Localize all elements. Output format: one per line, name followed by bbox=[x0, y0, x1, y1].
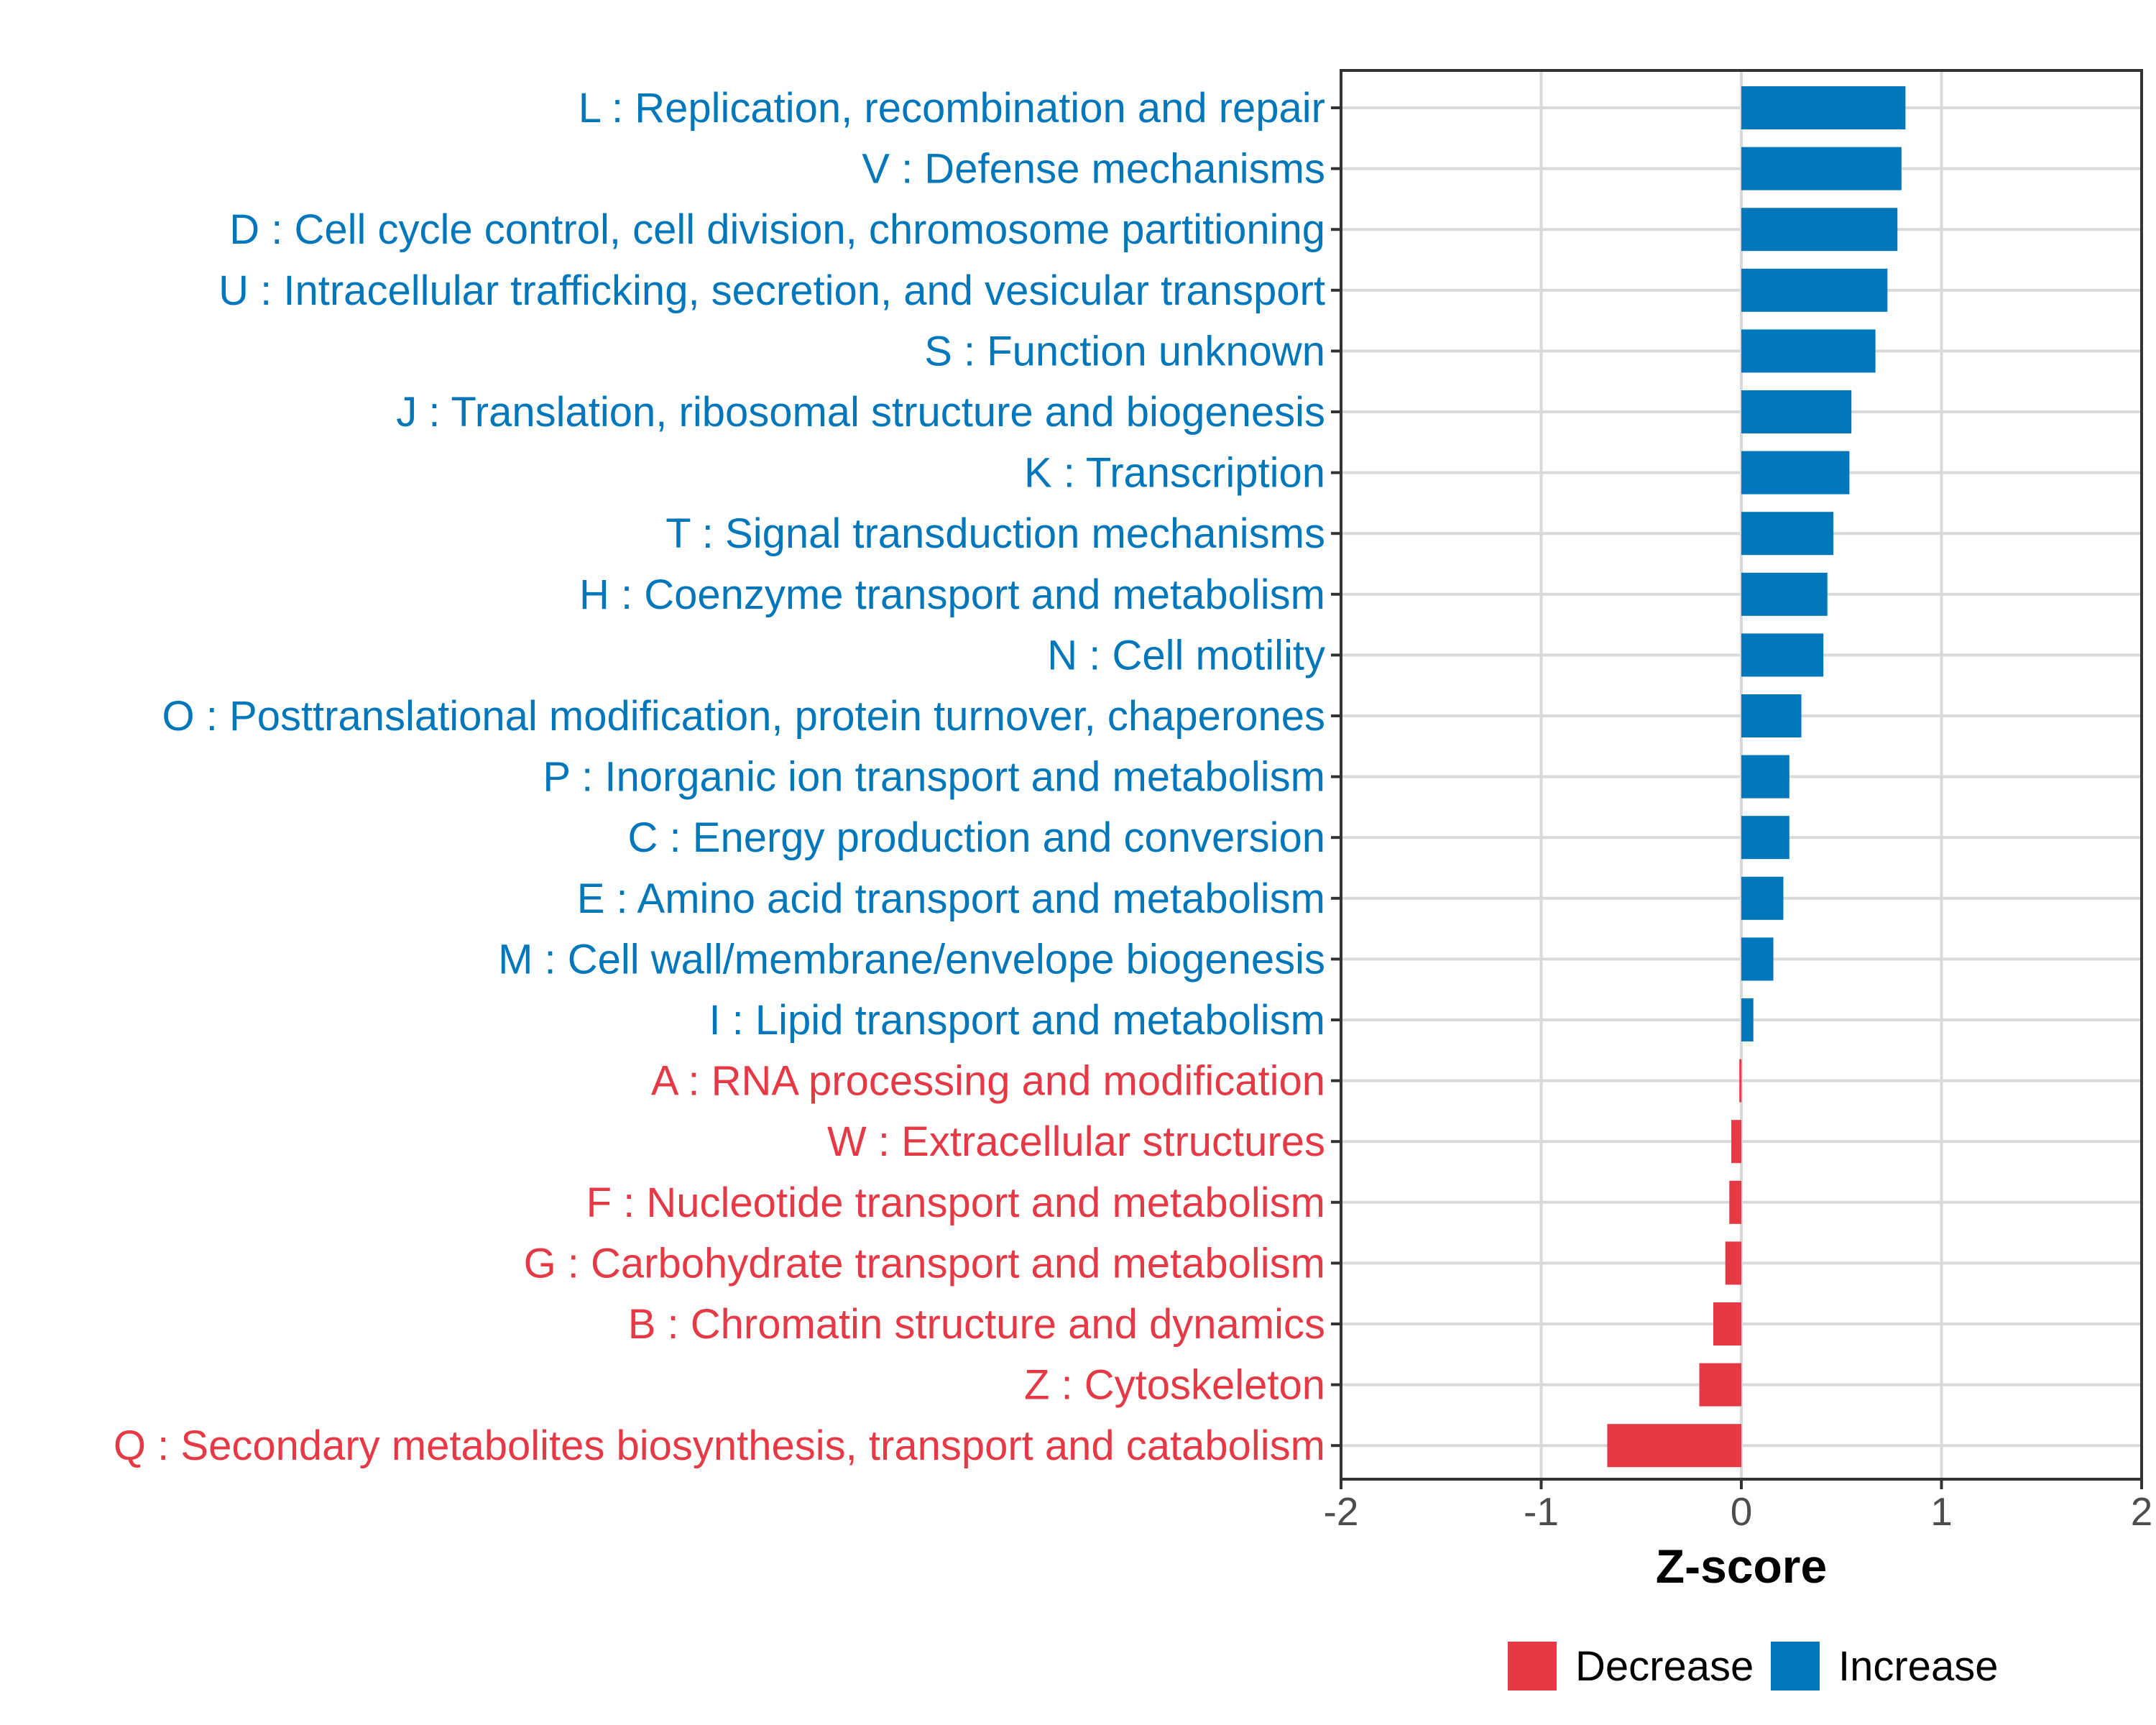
category-labels: L : Replication, recombination and repai… bbox=[114, 85, 1325, 1469]
x-axis-title: Z-score bbox=[1656, 1540, 1827, 1593]
category-label: Q : Secondary metabolites biosynthesis, … bbox=[114, 1422, 1325, 1469]
bar bbox=[1741, 876, 1784, 920]
category-label: D : Cell cycle control, cell division, c… bbox=[229, 206, 1325, 253]
bar bbox=[1741, 268, 1888, 312]
x-tick-label: 2 bbox=[2131, 1489, 2153, 1534]
category-label: C : Energy production and conversion bbox=[628, 814, 1325, 861]
category-label: K : Transcription bbox=[1024, 450, 1325, 497]
category-label: M : Cell wall/membrane/envelope biogenes… bbox=[498, 936, 1325, 983]
legend: Decrease Increase bbox=[1508, 1642, 1998, 1690]
bar bbox=[1607, 1424, 1741, 1468]
bar bbox=[1713, 1302, 1741, 1346]
category-label: N : Cell motility bbox=[1047, 632, 1325, 678]
category-label: Z : Cytoskeleton bbox=[1024, 1362, 1325, 1409]
bar bbox=[1741, 572, 1828, 616]
legend-swatch bbox=[1771, 1642, 1820, 1690]
bar bbox=[1741, 208, 1898, 252]
category-label: T : Signal transduction mechanisms bbox=[665, 510, 1325, 557]
legend-swatch bbox=[1508, 1642, 1557, 1690]
category-label: A : RNA processing and modification bbox=[651, 1058, 1325, 1105]
category-label: W : Extracellular structures bbox=[827, 1118, 1325, 1165]
legend-label: Decrease bbox=[1575, 1643, 1754, 1690]
bar bbox=[1741, 86, 1906, 129]
bar bbox=[1741, 512, 1834, 556]
category-label: H : Coenzyme transport and metabolism bbox=[579, 571, 1325, 618]
bar bbox=[1741, 329, 1876, 373]
category-label: B : Chromatin structure and dynamics bbox=[628, 1301, 1325, 1348]
bar bbox=[1741, 147, 1902, 190]
bar bbox=[1725, 1241, 1741, 1285]
x-tick-label: -2 bbox=[1324, 1489, 1359, 1534]
bar bbox=[1741, 998, 1754, 1041]
category-label: O : Posttranslational modification, prot… bbox=[162, 693, 1325, 740]
category-label: J : Translation, ribosomal structure and… bbox=[396, 389, 1325, 436]
x-tick-label: -1 bbox=[1524, 1489, 1559, 1534]
category-label: L : Replication, recombination and repai… bbox=[579, 85, 1325, 132]
x-axis: -2 -1 0 1 2 bbox=[1324, 1479, 2153, 1534]
bars bbox=[1607, 86, 1906, 1468]
x-tick-label: 0 bbox=[1731, 1489, 1753, 1534]
x-tick-label: 1 bbox=[1930, 1489, 1953, 1534]
category-label: S : Function unknown bbox=[924, 328, 1325, 374]
bar bbox=[1699, 1363, 1741, 1407]
bar bbox=[1739, 1059, 1742, 1103]
bar bbox=[1741, 937, 1774, 981]
category-label: F : Nucleotide transport and metabolism bbox=[586, 1179, 1325, 1226]
category-label: G : Carbohydrate transport and metabolis… bbox=[524, 1240, 1325, 1287]
category-label: E : Amino acid transport and metabolism bbox=[577, 875, 1325, 922]
category-label: V : Defense mechanisms bbox=[862, 146, 1325, 193]
bar bbox=[1741, 755, 1789, 799]
bar bbox=[1731, 1120, 1741, 1164]
bar bbox=[1741, 816, 1789, 860]
category-label: I : Lipid transport and metabolism bbox=[709, 997, 1325, 1044]
category-label: P : Inorganic ion transport and metaboli… bbox=[543, 754, 1325, 801]
bar bbox=[1741, 694, 1802, 737]
legend-label: Increase bbox=[1838, 1643, 1998, 1690]
bar bbox=[1741, 451, 1850, 494]
bar bbox=[1741, 633, 1824, 677]
y-axis-ticks bbox=[1331, 106, 1341, 1448]
bar bbox=[1741, 390, 1852, 433]
bar bbox=[1729, 1180, 1741, 1224]
category-label: U : Intracellular trafficking, secretion… bbox=[218, 267, 1325, 314]
